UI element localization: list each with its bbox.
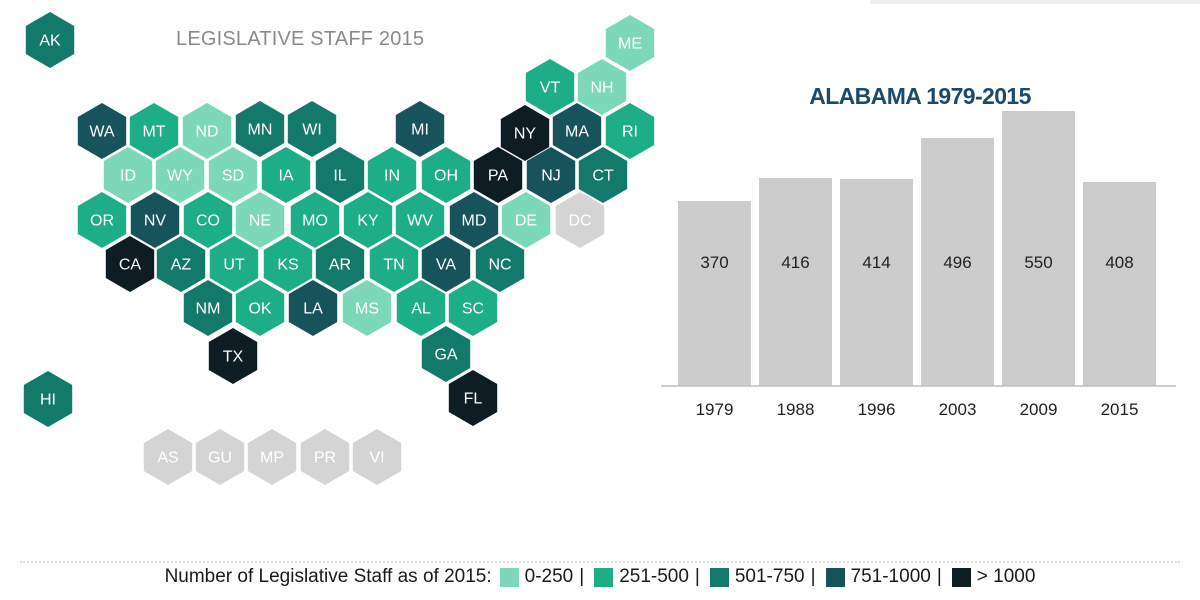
legend-label: Number of Legislative Staff as of 2015: (164, 566, 492, 587)
hex-shape (105, 236, 155, 292)
hex-shape (156, 236, 206, 292)
map-title: LEGISLATIVE STAFF 2015 (176, 28, 425, 50)
hex-shape (473, 147, 523, 203)
x-tick-label: 2009 (1020, 400, 1058, 419)
hex-shape (235, 192, 285, 248)
hex-shape (288, 280, 338, 336)
legend-swatch-751-1000 (825, 567, 845, 587)
hex-shape (475, 236, 525, 292)
hex-shape (605, 103, 655, 159)
legend-item-over-1000: > 1000 (976, 566, 1036, 587)
hex-shape (395, 101, 445, 157)
hex-shape (287, 101, 337, 157)
hex-shape (525, 59, 575, 115)
legend-item-751-1000: 751-1000 (850, 566, 931, 587)
bar-2003 (921, 138, 994, 386)
hex-shape (130, 192, 180, 248)
hex-shape (552, 103, 602, 159)
hex-shape (103, 147, 153, 203)
hex-shape (448, 280, 498, 336)
legend-swatch-over-1000 (951, 567, 971, 587)
legend-swatch-0-250 (499, 567, 519, 587)
bar-2009 (1002, 111, 1075, 386)
bar-value-label: 370 (700, 253, 728, 272)
hex-shape (421, 326, 471, 382)
legend-item-251-500: 251-500 (619, 566, 689, 587)
hex-shape (182, 103, 232, 159)
x-tick-label: 1979 (696, 400, 734, 419)
hex-shape (342, 280, 392, 336)
bar-1988 (759, 178, 832, 386)
hex-shape (143, 429, 193, 485)
bar-value-label: 414 (862, 253, 890, 272)
hex-shape (343, 192, 393, 248)
legend-separator: | (579, 566, 585, 587)
hex-shape (195, 429, 245, 485)
x-tick-label: 2003 (939, 400, 977, 419)
hex-shape (449, 192, 499, 248)
hex-shape (396, 280, 446, 336)
bar-1979 (678, 201, 751, 386)
bar-2015 (1083, 182, 1156, 386)
bar-value-label: 416 (781, 253, 809, 272)
bar-value-label: 496 (943, 253, 971, 272)
hex-shape (247, 429, 297, 485)
hex-shape (448, 370, 498, 426)
bar-value-label: 550 (1024, 253, 1052, 272)
x-tick-label: 1996 (858, 400, 896, 419)
bar-chart-title: ALABAMA 1979-2015 (809, 83, 1031, 109)
x-tick-label: 2015 (1101, 400, 1139, 419)
hex-shape (235, 280, 285, 336)
hex-shape (395, 192, 445, 248)
hex-shape (77, 103, 127, 159)
bar-1996 (840, 179, 913, 386)
legend-swatch-251-500 (594, 567, 614, 587)
hex-shape (183, 280, 233, 336)
hex-shape (352, 429, 402, 485)
hex-shape (369, 236, 419, 292)
hex-shape (208, 328, 258, 384)
hex-shape (290, 192, 340, 248)
legend-separator: | (810, 566, 816, 587)
legend-item-0-250: 0-250 (524, 566, 574, 587)
legend: Number of Legislative Staff as of 2015: … (0, 566, 1200, 588)
bar-value-label: 408 (1105, 253, 1133, 272)
hex-shape (129, 103, 179, 159)
hex-shape (300, 429, 350, 485)
legend-separator: | (936, 566, 942, 587)
legend-swatch-501-750 (709, 567, 729, 587)
hex-shape (605, 15, 655, 71)
top-divider-strip (870, 0, 1200, 4)
hex-shape (500, 105, 550, 161)
legend-item-501-750: 501-750 (734, 566, 805, 587)
hex-shape (235, 101, 285, 157)
hex-shape (315, 236, 365, 292)
hex-shape (77, 192, 127, 248)
hex-shape (367, 147, 417, 203)
hex-shape (526, 147, 576, 203)
legend-divider (20, 561, 1180, 563)
hex-shape (208, 147, 258, 203)
hex-shape (501, 192, 551, 248)
hex-shape (555, 192, 605, 248)
hex-shape (578, 147, 628, 203)
hex-shape (315, 147, 365, 203)
hex-shape (263, 236, 313, 292)
hex-shape (421, 147, 471, 203)
hex-shape (183, 192, 233, 248)
legend-separator: | (694, 566, 700, 587)
hex-shape (23, 371, 73, 427)
x-tick-label: 1988 (777, 400, 815, 419)
hex-shape (155, 147, 205, 203)
hex-shape (261, 147, 311, 203)
hex-shape (209, 236, 259, 292)
hex-shape (577, 59, 627, 115)
state-staff-bar-chart: 370 1979 416 1988 414 1996 496 2003 550 2009 408 20… (661, 111, 1176, 419)
hex-shape (421, 236, 471, 292)
hex-shape (25, 12, 75, 68)
